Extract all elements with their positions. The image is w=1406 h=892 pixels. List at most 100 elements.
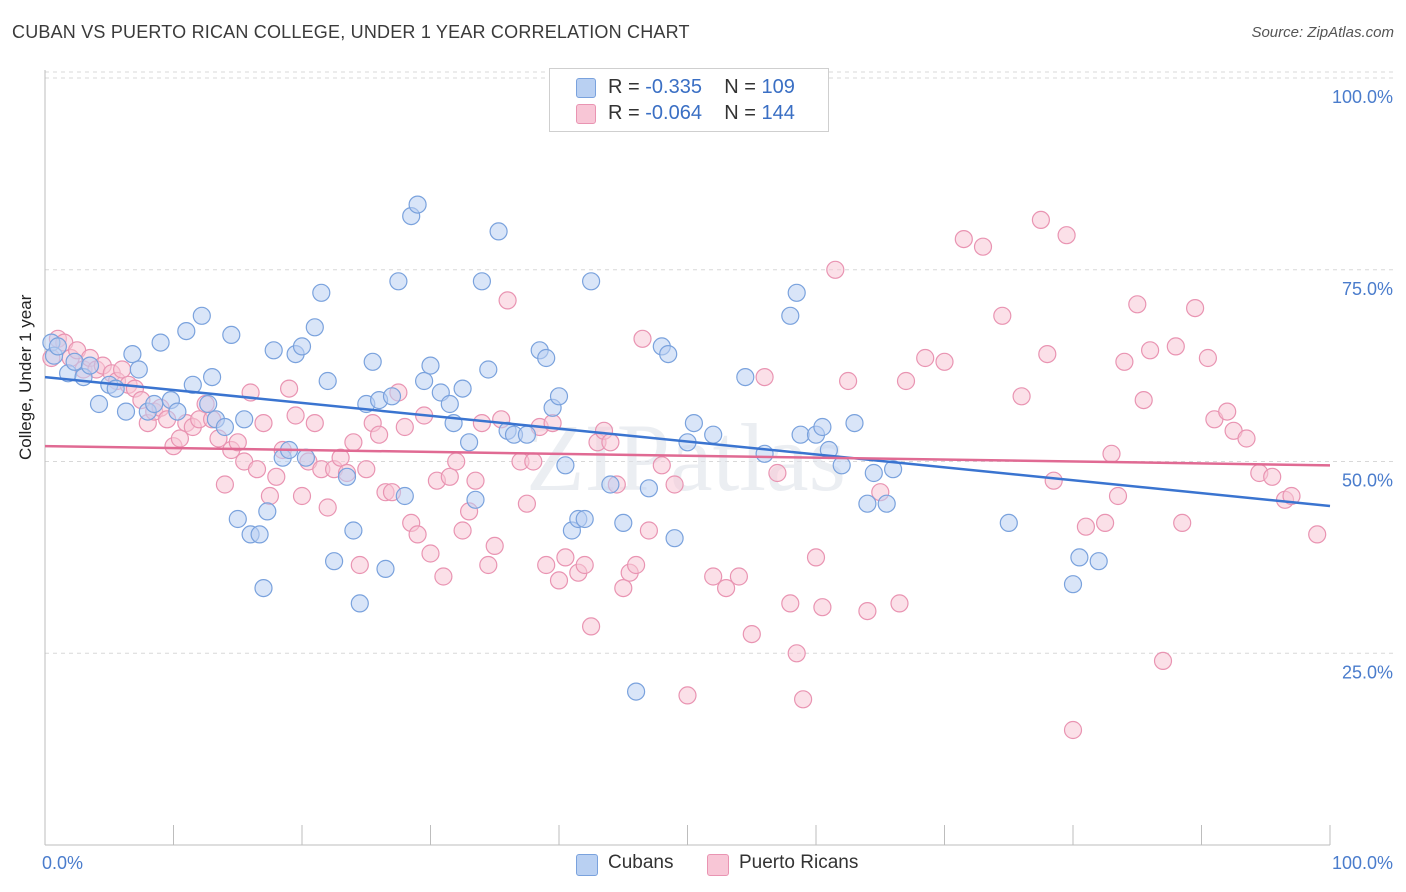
puerto-ricans-point [614,578,633,598]
r-label: R = [608,102,640,124]
cubans-point [415,371,434,391]
cubans-point [228,509,247,529]
puerto-ricans-point [781,594,800,613]
cubans-point [517,425,537,444]
cubans-point [395,486,414,506]
cubans-point [325,552,344,571]
cubans-point [877,494,896,513]
cubans-point [350,594,369,613]
grid [45,71,1393,654]
cubans-point [203,368,222,387]
cubans-point [264,341,283,360]
cubans-point [704,425,723,444]
puerto-ricans-point [768,463,787,483]
cubans-point [858,494,877,513]
puerto-ricans-point [665,475,684,494]
cubans-point [168,402,187,421]
puerto-ricans-point [954,230,973,249]
puerto-ricans-point [421,544,440,563]
cubans-point [318,371,337,391]
n-value: 144 [761,102,795,124]
cubans-point [460,433,479,452]
cubans-point [376,559,395,579]
puerto-ricans-point [1263,467,1282,486]
puerto-ricans-point [652,456,671,475]
cubans-point [813,417,832,437]
cubans-point [466,490,485,509]
puerto-ricans-point [357,460,376,479]
stats-legend: R = -0.335 N = 109 R = -0.064 N = 144 [549,68,829,132]
cubans-point [389,272,408,291]
puerto-ricans-point [466,471,485,490]
cubans-point [382,387,402,406]
puerto-ricans-point [678,686,697,705]
puerto-ricans-point [537,555,556,575]
puerto-ricans-point [331,448,350,467]
puerto-ricans-point [556,548,575,567]
trend-lines [44,375,1331,508]
puerto-ricans-point [896,371,916,391]
puerto-ricans-swatch [576,104,596,124]
puerto-ricans-point [254,414,273,433]
cubans-point [363,352,382,371]
y-tick-label: 75.0% [1342,279,1393,299]
puerto-ricans-point [1012,387,1031,406]
puerto-ricans-point [704,567,723,586]
n-value: 109 [761,76,795,98]
series-legend: Cubans Puerto Ricans [0,852,1406,878]
puerto-ricans-point [453,521,472,540]
puerto-ricans-point [286,406,305,425]
cubans-point [215,417,234,437]
y-tick-label: 100.0% [1332,87,1393,107]
cubans-point [537,348,556,368]
puerto-ricans-point [581,617,601,636]
puerto-ricans-point [787,644,806,663]
puerto-ricans-point [858,601,877,621]
y-axis-label: College, Under 1 year [16,294,35,460]
puerto-ricans-point [1031,210,1051,229]
cubans-point [479,360,498,379]
puerto-ricans-point [549,571,569,590]
cubans-point [145,394,164,414]
cubans-point [199,394,218,414]
cubans-point [864,463,883,483]
cubans-point [222,325,241,344]
chart-title: CUBAN VS PUERTO RICAN COLLEGE, UNDER 1 Y… [12,22,690,42]
cubans-point [250,525,269,544]
puerto-ricans-point [1185,299,1205,318]
cubans-point [408,195,427,214]
cubans-point [123,345,142,364]
puerto-ricans-point [292,486,312,506]
legend-label-puerto-ricans: Puerto Ricans [739,852,859,873]
cubans-point [258,502,277,521]
cubans-point [575,509,594,529]
puerto-ricans-point [318,498,337,517]
cubans-point [787,283,806,302]
cubans-points [42,195,1108,701]
puerto-ricans-point [370,425,389,444]
cubans-point [305,318,324,337]
puerto-ricans-point [440,467,459,486]
puerto-ricans-point [1140,341,1160,360]
puerto-ricans-point [639,521,659,540]
cubans-point [883,460,903,479]
cubans-point [80,356,100,375]
cubans-point [129,360,148,379]
puerto-ricans-point [1057,226,1076,245]
cubans-point [1089,552,1108,571]
cubans-point [151,333,170,352]
puerto-ricans-point [838,371,858,391]
puerto-ricans-point [485,536,504,556]
n-label: N = [724,76,756,98]
cubans-point [65,352,84,371]
puerto-ricans-point [1134,391,1153,410]
cubans-point [421,356,440,375]
cubans-point [1070,548,1089,567]
cubans-point [183,375,202,394]
cubans-point [556,456,575,475]
puerto-ricans-point [1237,429,1256,448]
cubans-point [1063,575,1083,594]
n-label: N = [724,102,756,124]
cubans-point [472,272,491,291]
